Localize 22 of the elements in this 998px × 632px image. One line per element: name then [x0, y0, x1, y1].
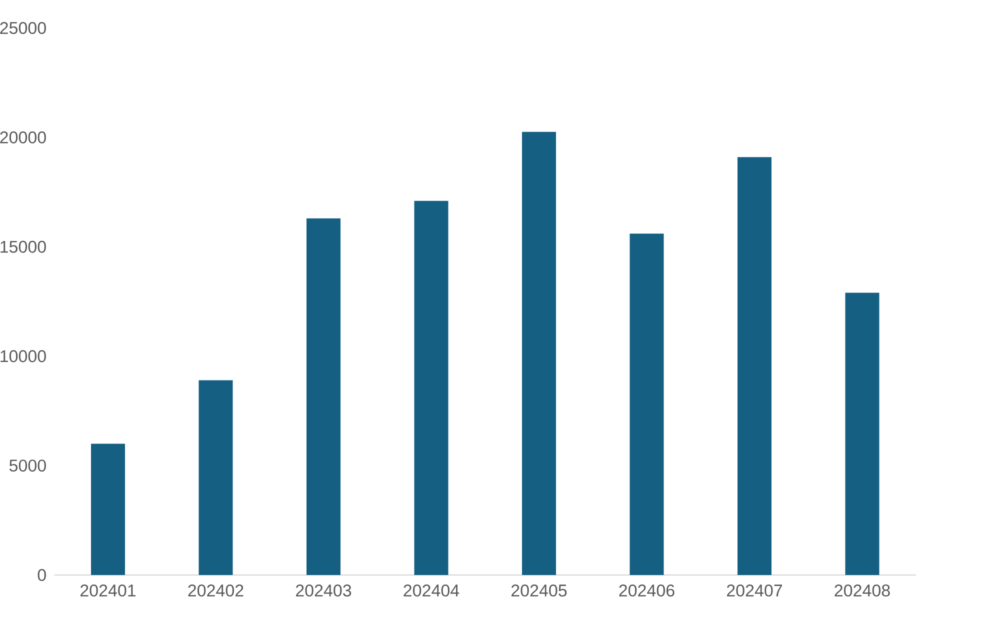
- y-tick-label: 15000: [0, 240, 46, 253]
- y-tick-label: 25000: [0, 22, 46, 34]
- x-tick-label: 202408: [834, 584, 890, 597]
- bar: [630, 234, 664, 575]
- bar: [414, 200, 448, 575]
- bar: [845, 292, 880, 575]
- x-tick-label: 202406: [619, 584, 674, 597]
- x-tick-label: 202401: [80, 584, 136, 597]
- bar: [522, 132, 556, 575]
- x-tick-label: 202404: [404, 584, 460, 597]
- x-tick-label: 202402: [188, 584, 244, 597]
- bar: [198, 380, 233, 575]
- y-tick-label: 10000: [0, 350, 46, 362]
- y-tick-label: 5000: [9, 460, 46, 472]
- x-tick-label: 202405: [511, 584, 567, 597]
- bar: [91, 444, 125, 575]
- y-tick-label: 0: [38, 568, 46, 582]
- x-tick-label: 202403: [296, 584, 352, 597]
- x-tick-label: 202407: [726, 584, 782, 597]
- y-tick-label: 20000: [0, 131, 46, 144]
- bar: [738, 157, 772, 575]
- bar: [306, 218, 340, 575]
